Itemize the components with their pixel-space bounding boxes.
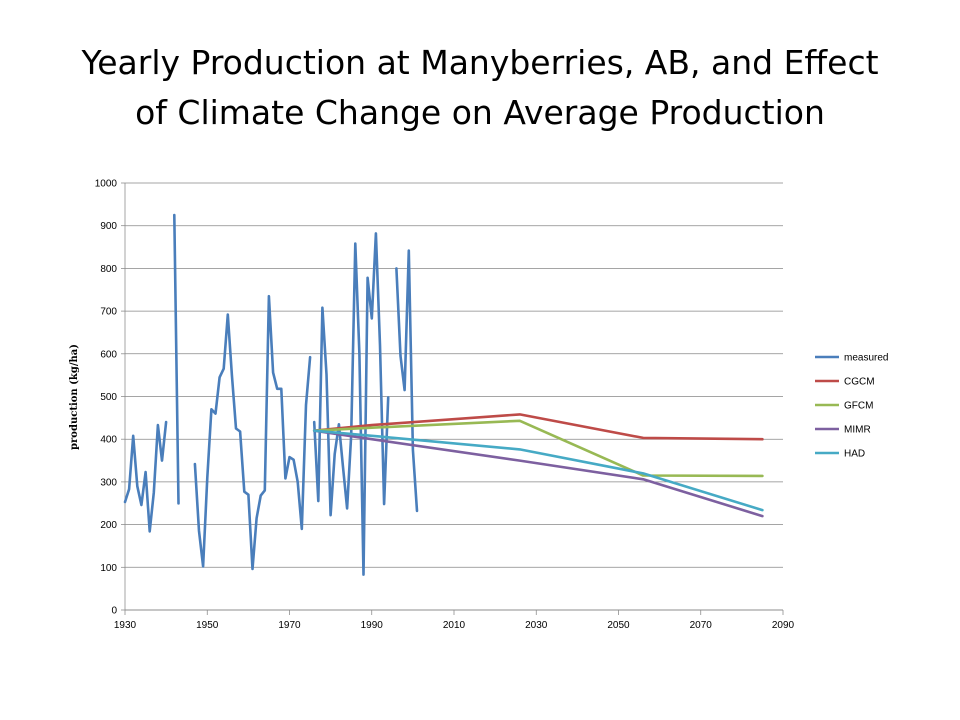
y-tick-label: 0 (111, 606, 117, 617)
series-line-measured (395, 249, 419, 513)
series-line-measured (312, 232, 390, 576)
x-tick-label: 2090 (772, 620, 795, 631)
y-tick-label: 1000 (95, 179, 118, 190)
x-tick-label: 2070 (690, 620, 713, 631)
x-tick-label: 2010 (443, 620, 466, 631)
legend-label-had: HAD (844, 449, 865, 460)
x-tick-label: 2030 (525, 620, 548, 631)
series-line-gfcm (312, 419, 764, 478)
x-tick-label: 1930 (114, 620, 137, 631)
y-tick-label: 900 (100, 221, 117, 232)
tick-labels: 0 100 200 300 400 500 600 700 800 900 1000 1930 1950… (95, 179, 795, 632)
x-tick-label: 1950 (196, 620, 219, 631)
legend-label-measured: measured (844, 353, 888, 364)
y-tick-label: 600 (100, 349, 117, 360)
gridlines (125, 182, 783, 611)
slide-title: Yearly Production at Manyberries, AB, an… (81, 43, 879, 132)
x-tick-label: 1990 (361, 620, 384, 631)
series-lines (123, 213, 764, 576)
series-line-measured (193, 294, 312, 571)
y-tick-label: 200 (100, 520, 117, 531)
legend-label-cgcm: CGCM (844, 377, 875, 388)
y-tick-label: 800 (100, 264, 117, 275)
axes (121, 182, 784, 615)
y-tick-label: 300 (100, 477, 117, 488)
y-tick-label: 400 (100, 435, 117, 446)
y-tick-label: 100 (100, 563, 117, 574)
legend: measured CGCM GFCM MIMR HAD (815, 353, 888, 460)
y-tick-label: 700 (100, 307, 117, 318)
x-tick-label: 1970 (278, 620, 301, 631)
legend-label-mimr: MIMR (844, 425, 871, 436)
series-line-measured (123, 420, 168, 533)
y-axis-title: production (kg/ha) (69, 344, 80, 450)
series-line-cgcm (312, 413, 764, 441)
series-line-measured (173, 213, 180, 505)
series-line-mimr (312, 429, 764, 518)
y-tick-label: 500 (100, 392, 117, 403)
series-line-had (312, 429, 764, 512)
legend-label-gfcm: GFCM (844, 401, 873, 412)
x-tick-label: 2050 (607, 620, 630, 631)
